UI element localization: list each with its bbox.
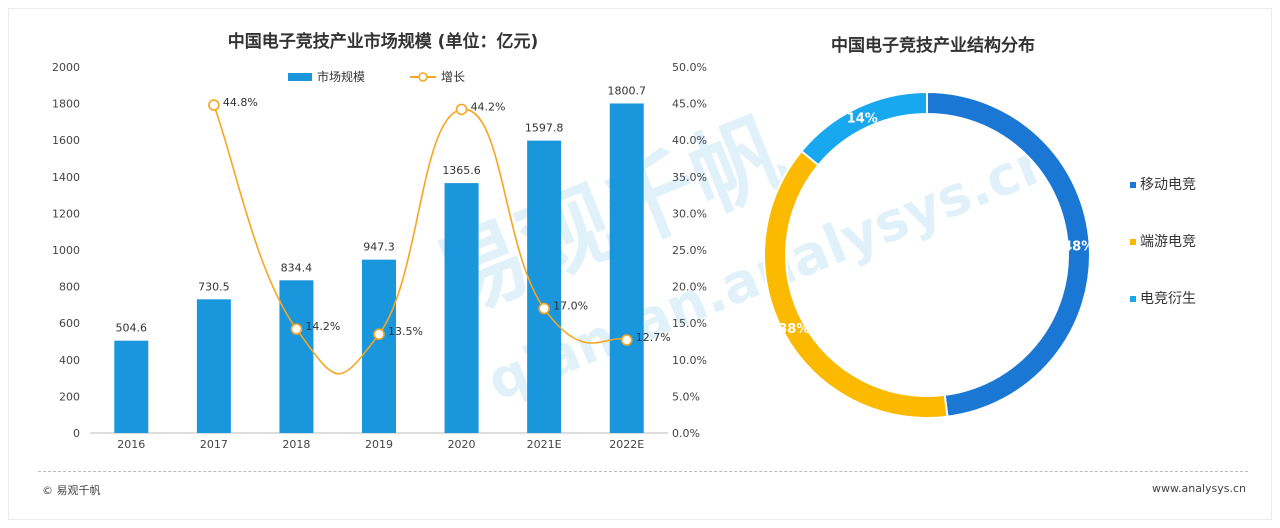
donut-legend-swatch bbox=[1130, 296, 1136, 302]
market-size-chart-title: 中国电子竞技产业市场规模 (单位：亿元) bbox=[228, 31, 538, 52]
market-size-bar bbox=[362, 259, 396, 433]
market-size-bar bbox=[196, 299, 231, 433]
y-left-tick-label: 2000 bbox=[52, 61, 80, 74]
market-size-legend: 市场规模 增长 bbox=[288, 69, 465, 84]
bar-series bbox=[114, 103, 644, 434]
y-left-tick-label: 0 bbox=[73, 427, 80, 440]
growth-value-label: 12.7% bbox=[636, 331, 671, 344]
market-size-bar bbox=[444, 183, 479, 433]
growth-value-label: 17.0% bbox=[553, 300, 588, 313]
x-tick-label: 2017 bbox=[200, 438, 228, 451]
donut-legend-label: 电竞衍生 bbox=[1140, 290, 1196, 307]
bar-value-label: 947.3 bbox=[363, 241, 395, 254]
donut-percent-label: 38% bbox=[778, 322, 809, 337]
donut-slices bbox=[763, 90, 1091, 419]
x-tick-label: 2018 bbox=[282, 438, 310, 451]
market-size-bar bbox=[609, 103, 644, 434]
donut-percent-label: 48% bbox=[1063, 239, 1094, 254]
footer-website[interactable]: www.analysys.cn bbox=[1152, 482, 1246, 495]
footer-copyright: © 易观千帆 bbox=[42, 484, 101, 497]
y-right-tick-label: 30.0% bbox=[672, 207, 707, 220]
y-left-tick-label: 400 bbox=[59, 354, 80, 367]
bar-value-label: 1597.8 bbox=[525, 122, 564, 135]
footer-divider bbox=[38, 471, 1248, 472]
donut-legend-label: 端游电竞 bbox=[1140, 233, 1196, 250]
donut-percent-label: 14% bbox=[847, 111, 878, 126]
y-right-tick-label: 25.0% bbox=[672, 244, 707, 257]
growth-point bbox=[620, 334, 633, 346]
growth-value-label: 44.8% bbox=[223, 96, 258, 109]
legend-bar-label: 市场规模 bbox=[317, 69, 365, 84]
donut-legend-label: 移动电竞 bbox=[1140, 176, 1196, 193]
bar-value-labels: 504.6 730.5 834.4 947.3 1365.6 1597.8 1800.7 bbox=[116, 84, 646, 334]
market-size-bar bbox=[114, 340, 149, 433]
y-right-tick-label: 40.0% bbox=[672, 134, 707, 147]
donut-legend-swatch bbox=[1130, 239, 1136, 245]
y-right-tick-label: 0.0% bbox=[672, 427, 700, 440]
donut-slice bbox=[799, 90, 928, 167]
bar-value-label: 730.5 bbox=[198, 280, 230, 293]
y-right-tick-label: 10.0% bbox=[672, 354, 707, 367]
growth-point bbox=[373, 328, 385, 340]
donut-legend-swatch bbox=[1130, 182, 1136, 188]
y-left-tick-label: 1000 bbox=[52, 244, 80, 257]
y-left-tick-label: 600 bbox=[59, 317, 80, 330]
growth-point bbox=[290, 323, 303, 335]
growth-points bbox=[208, 99, 633, 346]
y-left-tick-label: 800 bbox=[59, 281, 80, 294]
growth-point bbox=[538, 302, 550, 315]
y-right-tick-label: 20.0% bbox=[672, 281, 707, 294]
growth-value-labels: 44.8% 14.2% 13.5% 44.2% 17.0% 12.7% bbox=[223, 96, 671, 344]
growth-point bbox=[455, 103, 468, 116]
x-tick-label: 2022E bbox=[609, 438, 644, 451]
y-axis-right: 0.0% 5.0% 10.0% 15.0% 20.0% 25.0% 30.0% 35.0% 40… bbox=[672, 61, 707, 440]
y-right-tick-label: 5.0% bbox=[672, 390, 700, 403]
x-axis: 2016 2017 2018 2019 2020 2021E 2022E bbox=[117, 438, 644, 451]
legend-bar-swatch bbox=[288, 73, 312, 81]
y-right-tick-label: 15.0% bbox=[672, 317, 707, 330]
market-size-chart: 中国电子竞技产业市场规模 (单位：亿元) 市场规模 增长 0 200 400 600 8… bbox=[52, 31, 707, 451]
y-left-tick-label: 1200 bbox=[52, 207, 80, 220]
y-left-tick-label: 1400 bbox=[52, 171, 80, 184]
bar-value-label: 834.4 bbox=[281, 261, 313, 274]
y-right-tick-label: 35.0% bbox=[672, 171, 707, 184]
bar-value-label: 504.6 bbox=[116, 322, 148, 335]
y-right-tick-label: 45.0% bbox=[672, 98, 707, 111]
x-tick-label: 2021E bbox=[527, 438, 562, 451]
growth-value-label: 13.5% bbox=[388, 325, 423, 338]
watermark: 易观千帆 qianfan.analysys.cn bbox=[419, 99, 1065, 413]
donut-percent-labels: 48% 38% 14% bbox=[778, 111, 1094, 337]
structure-chart-title: 中国电子竞技产业结构分布 bbox=[831, 35, 1035, 56]
growth-value-label: 14.2% bbox=[305, 320, 340, 333]
y-left-tick-label: 1800 bbox=[52, 98, 80, 111]
x-tick-label: 2020 bbox=[448, 438, 476, 451]
legend-line-marker bbox=[418, 72, 428, 82]
market-size-bar bbox=[279, 280, 314, 433]
x-tick-label: 2019 bbox=[365, 438, 393, 451]
y-right-tick-label: 50.0% bbox=[672, 61, 707, 74]
growth-value-label: 44.2% bbox=[471, 100, 506, 113]
x-tick-label: 2016 bbox=[117, 438, 145, 451]
bar-value-label: 1800.7 bbox=[607, 84, 646, 97]
y-left-tick-label: 1600 bbox=[52, 134, 80, 147]
bar-value-label: 1365.6 bbox=[442, 164, 481, 177]
y-left-tick-label: 200 bbox=[59, 390, 80, 403]
legend-line-label: 增长 bbox=[441, 70, 465, 84]
growth-point bbox=[208, 99, 220, 111]
y-axis-left: 0 200 400 600 800 1000 1200 1400 1600 1800 2000 bbox=[52, 61, 80, 440]
